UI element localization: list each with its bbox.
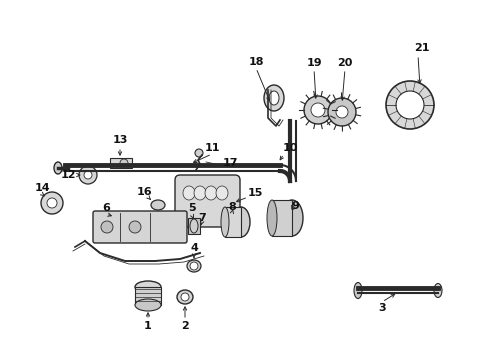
Circle shape: [396, 91, 424, 119]
FancyBboxPatch shape: [175, 175, 240, 227]
Text: 21: 21: [414, 43, 430, 53]
Text: 6: 6: [102, 203, 110, 213]
Ellipse shape: [205, 186, 217, 200]
Bar: [110, 158, 132, 168]
Ellipse shape: [281, 200, 303, 236]
Circle shape: [120, 159, 128, 167]
FancyBboxPatch shape: [93, 211, 187, 243]
Text: 3: 3: [378, 303, 386, 313]
Text: 18: 18: [248, 57, 264, 67]
Bar: [135, 287, 161, 305]
Bar: [225, 207, 241, 237]
Text: 15: 15: [247, 188, 263, 198]
Circle shape: [304, 96, 332, 124]
Circle shape: [386, 81, 434, 129]
Text: 12: 12: [60, 170, 76, 180]
Text: 20: 20: [337, 58, 353, 68]
Ellipse shape: [232, 207, 250, 237]
Text: 17: 17: [222, 158, 238, 168]
Circle shape: [41, 192, 63, 214]
Ellipse shape: [434, 284, 442, 297]
Circle shape: [79, 166, 97, 184]
Ellipse shape: [216, 186, 228, 200]
Text: 1: 1: [144, 321, 152, 331]
Text: 14: 14: [34, 183, 50, 193]
Circle shape: [181, 293, 189, 301]
Text: 19: 19: [306, 58, 322, 68]
Ellipse shape: [190, 219, 198, 233]
Ellipse shape: [177, 290, 193, 304]
Text: 16: 16: [136, 187, 152, 197]
Text: 13: 13: [112, 135, 128, 145]
Circle shape: [101, 221, 113, 233]
Text: 7: 7: [198, 213, 206, 223]
Ellipse shape: [135, 299, 161, 311]
Ellipse shape: [269, 91, 279, 105]
Text: 8: 8: [228, 202, 236, 212]
Circle shape: [84, 171, 92, 179]
Ellipse shape: [151, 200, 165, 210]
Text: 5: 5: [188, 203, 196, 213]
Ellipse shape: [54, 162, 62, 174]
Circle shape: [336, 106, 348, 118]
Ellipse shape: [264, 85, 284, 111]
Circle shape: [47, 198, 57, 208]
Text: 10: 10: [282, 143, 298, 153]
Ellipse shape: [267, 200, 277, 236]
Text: 4: 4: [190, 243, 198, 253]
Bar: [272, 200, 292, 236]
Circle shape: [195, 149, 203, 157]
Circle shape: [328, 98, 356, 126]
Ellipse shape: [135, 281, 161, 293]
Text: 11: 11: [204, 143, 220, 153]
Circle shape: [129, 221, 141, 233]
Ellipse shape: [354, 283, 362, 298]
Ellipse shape: [187, 260, 201, 272]
Bar: [188, 218, 200, 234]
Ellipse shape: [221, 207, 229, 237]
Text: 2: 2: [181, 321, 189, 331]
Ellipse shape: [183, 186, 195, 200]
Ellipse shape: [194, 186, 206, 200]
Text: 9: 9: [291, 201, 299, 211]
Circle shape: [190, 262, 198, 270]
Circle shape: [311, 103, 325, 117]
